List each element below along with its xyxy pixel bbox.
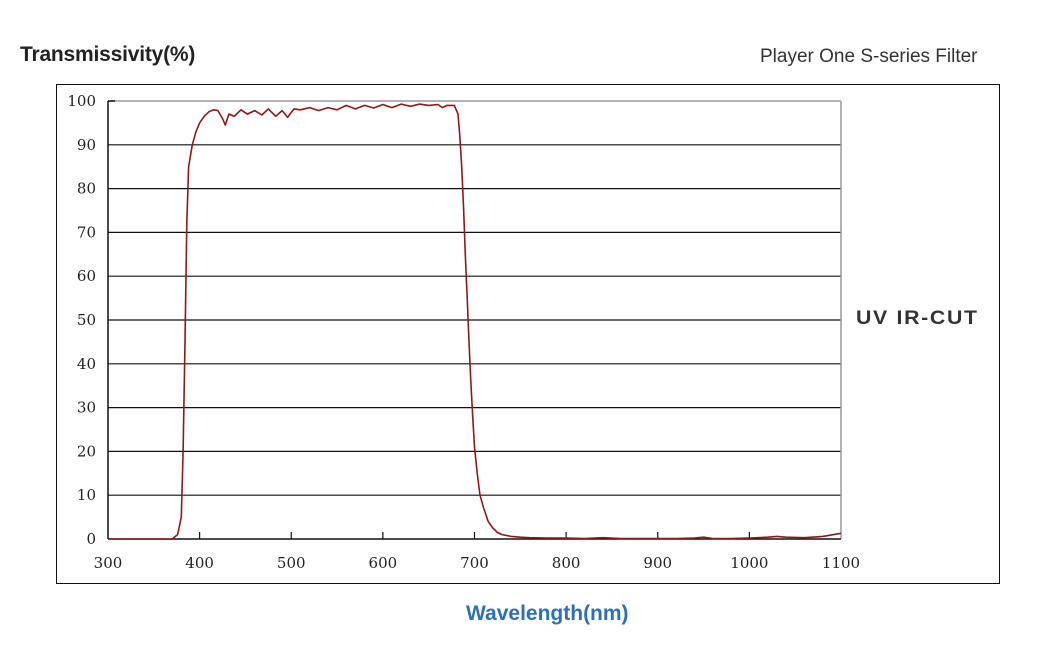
x-tick-label: 600 — [369, 554, 398, 572]
x-tick-label: 500 — [277, 554, 306, 572]
gridlines — [108, 100, 841, 496]
x-tick-label: 400 — [185, 554, 214, 572]
y-tick-label: 40 — [77, 355, 96, 373]
y-tick-label: 50 — [77, 311, 96, 329]
x-axis-title: Wavelength(nm) — [466, 602, 629, 625]
y-tick-label: 0 — [86, 530, 96, 548]
x-tick-label: 300 — [94, 554, 123, 572]
y-tick-label: 70 — [77, 223, 96, 241]
x-tick-label: 900 — [643, 554, 672, 572]
y-tick-label: 60 — [77, 267, 96, 285]
y-tick-label: 20 — [77, 442, 96, 460]
x-tick-label: 1000 — [730, 554, 768, 572]
y-tick-label: 90 — [77, 136, 96, 154]
x-tick-label: 800 — [552, 554, 581, 572]
y-tick-label: 100 — [67, 92, 96, 110]
tick-labels: 0 10 20 30 40 50 60 70 80 90 100 300 400 500 600 700 800… — [67, 92, 860, 572]
chart-brand-title: Player One S-series Filter — [760, 46, 978, 67]
filter-type-label: UV IR-CUT — [856, 308, 979, 329]
y-tick-label: 10 — [77, 486, 96, 504]
x-tick-label: 1100 — [822, 554, 860, 572]
y-tick-label: 80 — [77, 180, 96, 198]
chart-frame — [56, 84, 1000, 584]
y-axis-title: Transmissivity(%) — [20, 43, 196, 66]
x-tick-label: 700 — [460, 554, 489, 572]
transmission-curve — [108, 103, 842, 540]
y-tick-label: 30 — [77, 399, 96, 417]
